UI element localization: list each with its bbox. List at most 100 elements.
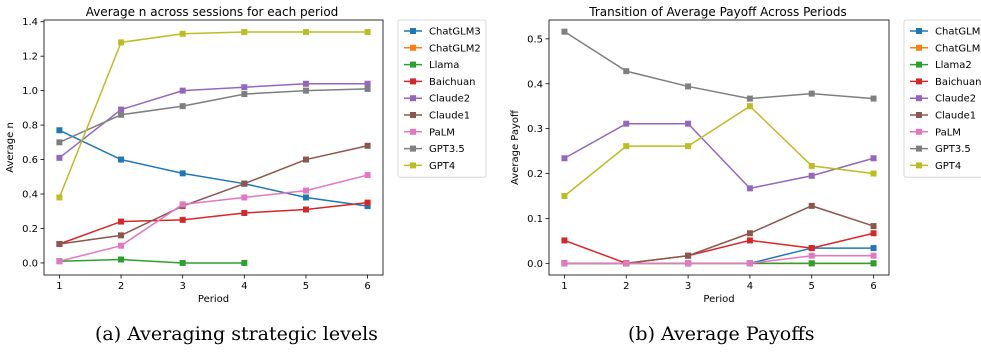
legend-marker	[916, 128, 922, 135]
caption-b: (b) Average Payoffs	[628, 323, 815, 345]
y-tick-label: 1.0	[22, 86, 38, 97]
y-tick-label: 0.0	[22, 258, 38, 269]
data-point	[685, 120, 692, 127]
y-tick-label: 0.5	[527, 34, 543, 45]
data-point	[241, 194, 248, 201]
legend-marker	[410, 112, 416, 118]
data-point	[808, 260, 815, 267]
data-point	[179, 30, 186, 37]
series-palm	[56, 172, 371, 265]
data-point	[364, 203, 371, 210]
x-tick-label: 6	[870, 281, 876, 292]
data-point	[561, 155, 568, 162]
data-point	[179, 259, 186, 266]
x-tick-label: 5	[303, 281, 309, 292]
data-point	[179, 170, 186, 177]
legend-marker	[410, 145, 416, 152]
data-point	[118, 256, 125, 263]
data-point	[56, 139, 63, 146]
legend-label: ChatGLM3	[429, 27, 481, 38]
legend: ChatGLM3 ChatGLM2 Llama Baichuan Claude2 Clau…	[397, 19, 487, 178]
series-line	[563, 105, 874, 197]
data-point	[746, 260, 753, 267]
series-line	[564, 122, 874, 190]
x-tick-label: 2	[118, 281, 124, 292]
chart-title: Average n across sessions for each perio…	[86, 5, 339, 19]
series-claude1	[56, 142, 371, 247]
data-point	[623, 68, 630, 75]
legend-label: Llama	[429, 60, 459, 71]
data-point	[118, 242, 125, 249]
data-point	[56, 240, 63, 247]
data-point	[241, 91, 248, 98]
series-line	[59, 201, 368, 245]
series-llama	[56, 256, 248, 266]
data-point	[364, 172, 371, 179]
x-tick-label: 1	[56, 281, 62, 292]
data-point	[241, 209, 248, 216]
x-tick-label: 3	[179, 281, 185, 292]
y-tick-label: 0.4	[22, 190, 38, 201]
data-point	[808, 162, 815, 169]
x-tick-label: 6	[364, 281, 370, 292]
data-point	[302, 156, 309, 163]
y-axis-label: Average n	[5, 122, 16, 173]
data-point	[870, 95, 877, 102]
x-tick-label: 4	[241, 281, 247, 292]
data-point	[179, 216, 186, 223]
data-point	[364, 85, 371, 92]
data-point	[746, 103, 753, 110]
series-line	[58, 83, 368, 159]
plot-frame	[548, 19, 890, 276]
legend-marker	[410, 61, 416, 68]
legend-marker	[916, 61, 922, 68]
data-point	[870, 155, 877, 162]
legend-marker	[916, 28, 922, 34]
legend-marker	[410, 78, 416, 85]
data-point	[302, 87, 309, 94]
y-tick-label: 0.8	[22, 121, 38, 132]
data-point	[685, 83, 692, 90]
legend-box	[903, 19, 981, 178]
legend-label: ChatGLM2	[429, 43, 481, 54]
data-point	[561, 28, 568, 35]
data-point	[685, 252, 692, 259]
series-palm	[561, 252, 877, 267]
y-tick-label: 1.4	[22, 17, 38, 28]
series-claude2	[56, 80, 371, 161]
data-point	[746, 230, 753, 237]
y-tick-label: 0.4	[527, 79, 543, 90]
legend-label: GPT4	[429, 161, 455, 172]
chart-a: Average n across sessions for each perio…	[5, 5, 487, 305]
data-point	[561, 192, 568, 199]
legend-label: PaLM	[935, 127, 961, 138]
data-point	[179, 103, 186, 110]
legend-marker	[916, 95, 922, 102]
legend-label: Claude2	[935, 94, 976, 105]
caption-a: (a) Averaging strategic levels	[95, 323, 378, 345]
data-point	[870, 245, 877, 252]
series-line	[59, 174, 368, 262]
data-point	[118, 156, 125, 163]
data-point	[179, 87, 186, 94]
plot-frame	[43, 19, 384, 276]
chart-title: Transition of Average Payoff Across Peri…	[588, 5, 847, 19]
data-point	[870, 170, 877, 177]
data-point	[302, 206, 309, 213]
legend-marker	[410, 128, 416, 135]
series-line	[59, 258, 245, 264]
data-point	[56, 194, 63, 201]
legend-marker	[410, 162, 416, 169]
y-tick-label: 0.1	[527, 214, 543, 225]
legend-label: Baichuan2	[935, 77, 981, 88]
y-tick-label: 0.6	[22, 155, 38, 166]
data-point	[241, 84, 248, 91]
data-point	[623, 120, 630, 127]
figure: Average n across sessions for each perio…	[5, 5, 981, 305]
legend-label: ChatGLM2	[935, 43, 981, 54]
x-tick-label: 5	[809, 281, 815, 292]
series-chatglm3	[56, 127, 371, 210]
x-axis-label: Period	[703, 294, 734, 305]
legend-marker	[916, 145, 922, 152]
data-point	[685, 143, 692, 150]
